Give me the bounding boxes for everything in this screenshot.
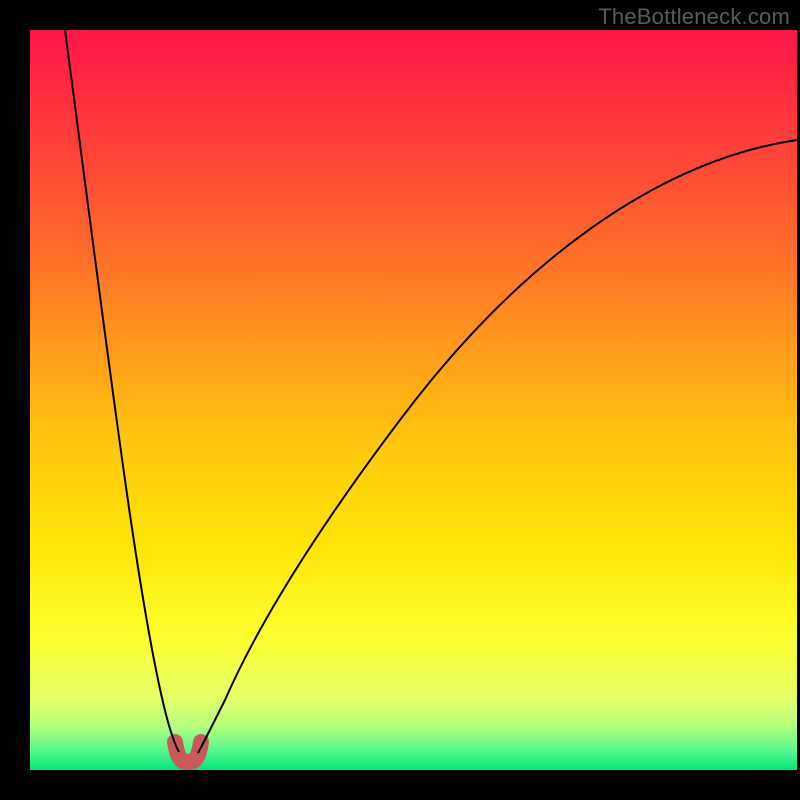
chart-container: TheBottleneck.com	[0, 0, 800, 800]
plot-background-gradient	[30, 30, 797, 770]
watermark-text: TheBottleneck.com	[598, 0, 790, 33]
